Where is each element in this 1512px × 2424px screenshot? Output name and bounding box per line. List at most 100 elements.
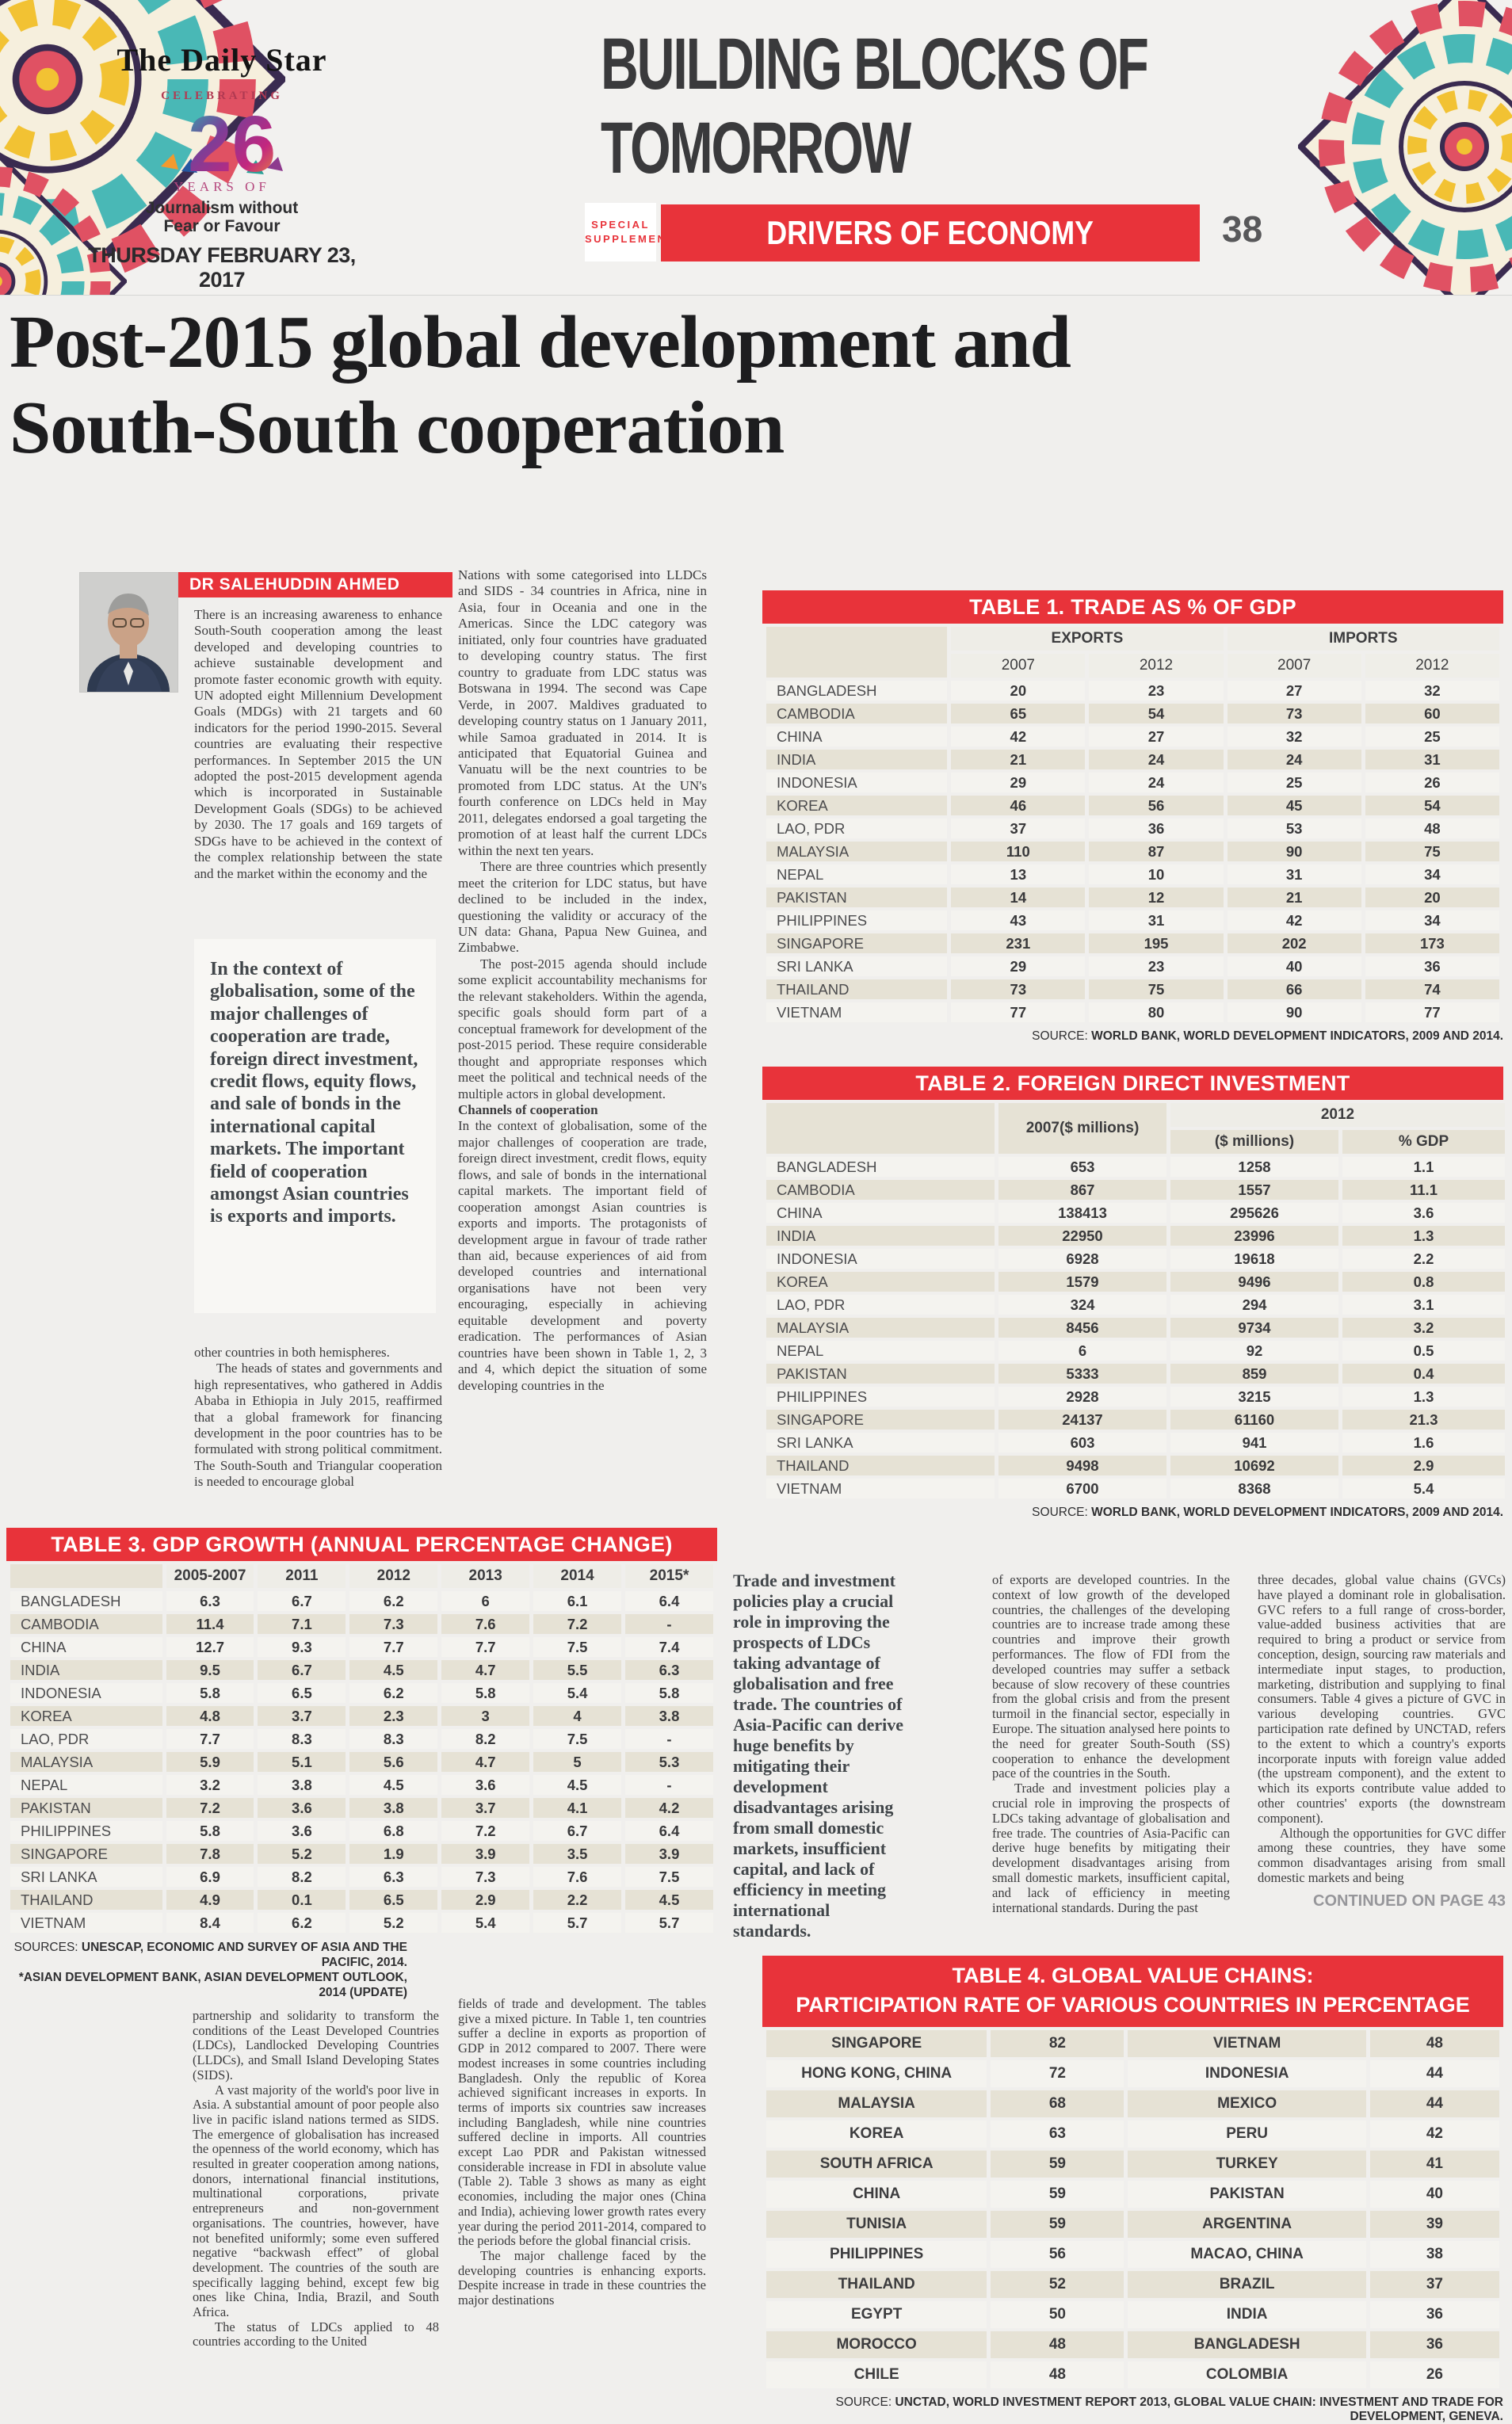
value-cell: 8.3 <box>258 1729 346 1749</box>
value-cell: 32 <box>1365 681 1499 700</box>
value-cell: 48 <box>1369 2030 1499 2057</box>
tagline-line2: Fear or Favour <box>163 217 281 235</box>
value-cell: 75 <box>1365 842 1499 861</box>
country-cell: SINGAPORE <box>766 1410 995 1430</box>
value-cell: 38 <box>1369 2241 1499 2268</box>
value-cell: 1.9 <box>349 1844 438 1864</box>
value-cell: 52 <box>991 2271 1124 2298</box>
table-row: INDONESIA 29 24 25 26 <box>766 773 1499 792</box>
table1-body: BANGLADESH 20 23 27 32 CAMBODIA 65 54 73 60 CHINA 4… <box>766 681 1499 1022</box>
table2-source: SOURCE: WORLD BANK, WORLD DEVELOPMENT IN… <box>1032 1506 1503 1519</box>
country-cell: LAO, PDR <box>10 1729 162 1749</box>
country-cell: LAO, PDR <box>766 819 948 838</box>
value-cell: 3215 <box>1170 1387 1338 1407</box>
paragraph: The major challenge faced by the develop… <box>458 2247 706 2308</box>
value-cell: 8.3 <box>349 1729 438 1749</box>
value-cell: 5.6 <box>349 1752 438 1772</box>
value-cell: 4.5 <box>349 1660 438 1680</box>
article-column-1: There is an increasing awareness to enha… <box>194 607 442 882</box>
value-cell: 12.7 <box>166 1637 254 1657</box>
table-row: LAO, PDR 37 36 53 48 <box>766 819 1499 838</box>
table1-corner-cell <box>766 627 948 678</box>
value-cell: 61160 <box>1170 1410 1338 1430</box>
table-row: HONG KONG, CHINA 72 INDONESIA 44 <box>766 2060 1499 2087</box>
table-row: KOREA 4.8 3.7 2.3 3 4 3.8 <box>10 1706 713 1726</box>
value-cell: 294 <box>1170 1295 1338 1315</box>
value-cell: 9498 <box>998 1456 1166 1475</box>
country-cell: NEPAL <box>10 1775 162 1795</box>
value-cell: 1258 <box>1170 1157 1338 1177</box>
pull-quote-text: In the context of globalisation, some of… <box>210 959 418 1227</box>
value-cell: 42 <box>1227 910 1361 930</box>
value-cell: PAKISTAN <box>1128 2181 1366 2208</box>
country-cell: PAKISTAN <box>766 1364 995 1384</box>
table3: 2005-2007 2011 2012 2013 2014 2015* BANG… <box>6 1561 717 1936</box>
value-cell: 2.9 <box>1342 1456 1505 1475</box>
table-row: BANGLADESH 20 23 27 32 <box>766 681 1499 700</box>
table-row: SRI LANKA 29 23 40 36 <box>766 956 1499 976</box>
table-row: CHINA 12.7 9.3 7.7 7.7 7.5 7.4 <box>10 1637 713 1657</box>
country-cell: SINGAPORE <box>766 2030 987 2057</box>
value-cell: ARGENTINA <box>1128 2211 1366 2238</box>
table2-title: TABLE 2. FOREIGN DIRECT INVESTMENT <box>762 1067 1503 1100</box>
value-cell: 24 <box>1227 750 1361 769</box>
table1-title: TABLE 1. TRADE AS % OF GDP <box>762 590 1503 624</box>
value-cell: 36 <box>1369 2301 1499 2328</box>
mandala-decoration-right <box>1298 0 1512 296</box>
table-row: MALAYSIA 5.9 5.1 5.6 4.7 5 5.3 <box>10 1752 713 1772</box>
value-cell: 65 <box>951 704 1086 723</box>
country-cell: KOREA <box>766 2121 987 2147</box>
value-cell: 9734 <box>1170 1318 1338 1338</box>
value-cell: 3.6 <box>441 1775 530 1795</box>
value-cell: 7.7 <box>349 1637 438 1657</box>
table-row: MALAYSIA 68 MEXICO 44 <box>766 2090 1499 2117</box>
value-cell: 60 <box>1365 704 1499 723</box>
paragraph: Trade and investment policies play a cru… <box>992 1781 1230 1915</box>
special-supplement-label: SPECIAL SUPPLEMENT <box>585 203 673 261</box>
value-cell: 5.9 <box>166 1752 254 1772</box>
table-row: THAILAND 52 BRAZIL 37 <box>766 2271 1499 2298</box>
headline-line2: South-South cooperation <box>10 387 785 469</box>
table-global-value-chains: TABLE 4. GLOBAL VALUE CHAINS: PARTICIPAT… <box>762 1956 1503 2424</box>
value-cell: 34 <box>1365 910 1499 930</box>
value-cell: 7.7 <box>441 1637 530 1657</box>
country-cell: PHILIPPINES <box>766 2241 987 2268</box>
value-cell: 5.8 <box>441 1683 530 1703</box>
paragraph: There is an increasing awareness to enha… <box>194 607 442 881</box>
value-cell: 68 <box>991 2090 1124 2117</box>
mid-pull-quote: Trade and investment policies play a cru… <box>733 1571 906 1941</box>
value-cell: 53 <box>1227 819 1361 838</box>
value-cell: 3.9 <box>441 1844 530 1864</box>
value-cell: 9.5 <box>166 1660 254 1680</box>
country-cell: CHINA <box>10 1637 162 1657</box>
table4-source: SOURCE: UNCTAD, WORLD INVESTMENT REPORT … <box>835 2395 1504 2423</box>
value-cell: 10692 <box>1170 1456 1338 1475</box>
value-cell: 6 <box>441 1591 530 1611</box>
value-cell: 110 <box>951 842 1086 861</box>
country-cell: CAMBODIA <box>766 704 948 723</box>
value-cell: 3.1 <box>1342 1295 1505 1315</box>
table4-title-line2: PARTICIPATION RATE OF VARIOUS COUNTRIES … <box>796 1993 1470 2017</box>
value-cell: 4.5 <box>349 1775 438 1795</box>
value-cell: 26 <box>1369 2361 1499 2388</box>
value-cell: MACAO, CHINA <box>1128 2241 1366 2268</box>
value-cell: 7.1 <box>258 1614 346 1634</box>
year-header: 2012 <box>1089 654 1224 678</box>
value-cell: 90 <box>1227 842 1361 861</box>
table1-group-header-row: EXPORTS IMPORTS <box>766 627 1499 678</box>
country-cell: PAKISTAN <box>10 1798 162 1818</box>
country-cell: PAKISTAN <box>766 888 948 907</box>
table-row: CHINA 138413 295626 3.6 <box>766 1203 1505 1223</box>
value-cell: 324 <box>998 1295 1166 1315</box>
value-cell: 3.2 <box>1342 1318 1505 1338</box>
value-cell: 6.3 <box>166 1591 254 1611</box>
value-cell: 4.5 <box>533 1775 622 1795</box>
value-cell: 27 <box>1227 681 1361 700</box>
country-cell: NEPAL <box>766 865 948 884</box>
author-portrait-image <box>80 573 178 730</box>
table-row: INDONESIA 5.8 6.5 6.2 5.8 5.4 5.8 <box>10 1683 713 1703</box>
value-cell: 6.2 <box>349 1683 438 1703</box>
table-row: MALAYSIA 110 87 90 75 <box>766 842 1499 861</box>
issue-date: THURSDAY FEBRUARY 23, 2017 <box>88 243 356 292</box>
